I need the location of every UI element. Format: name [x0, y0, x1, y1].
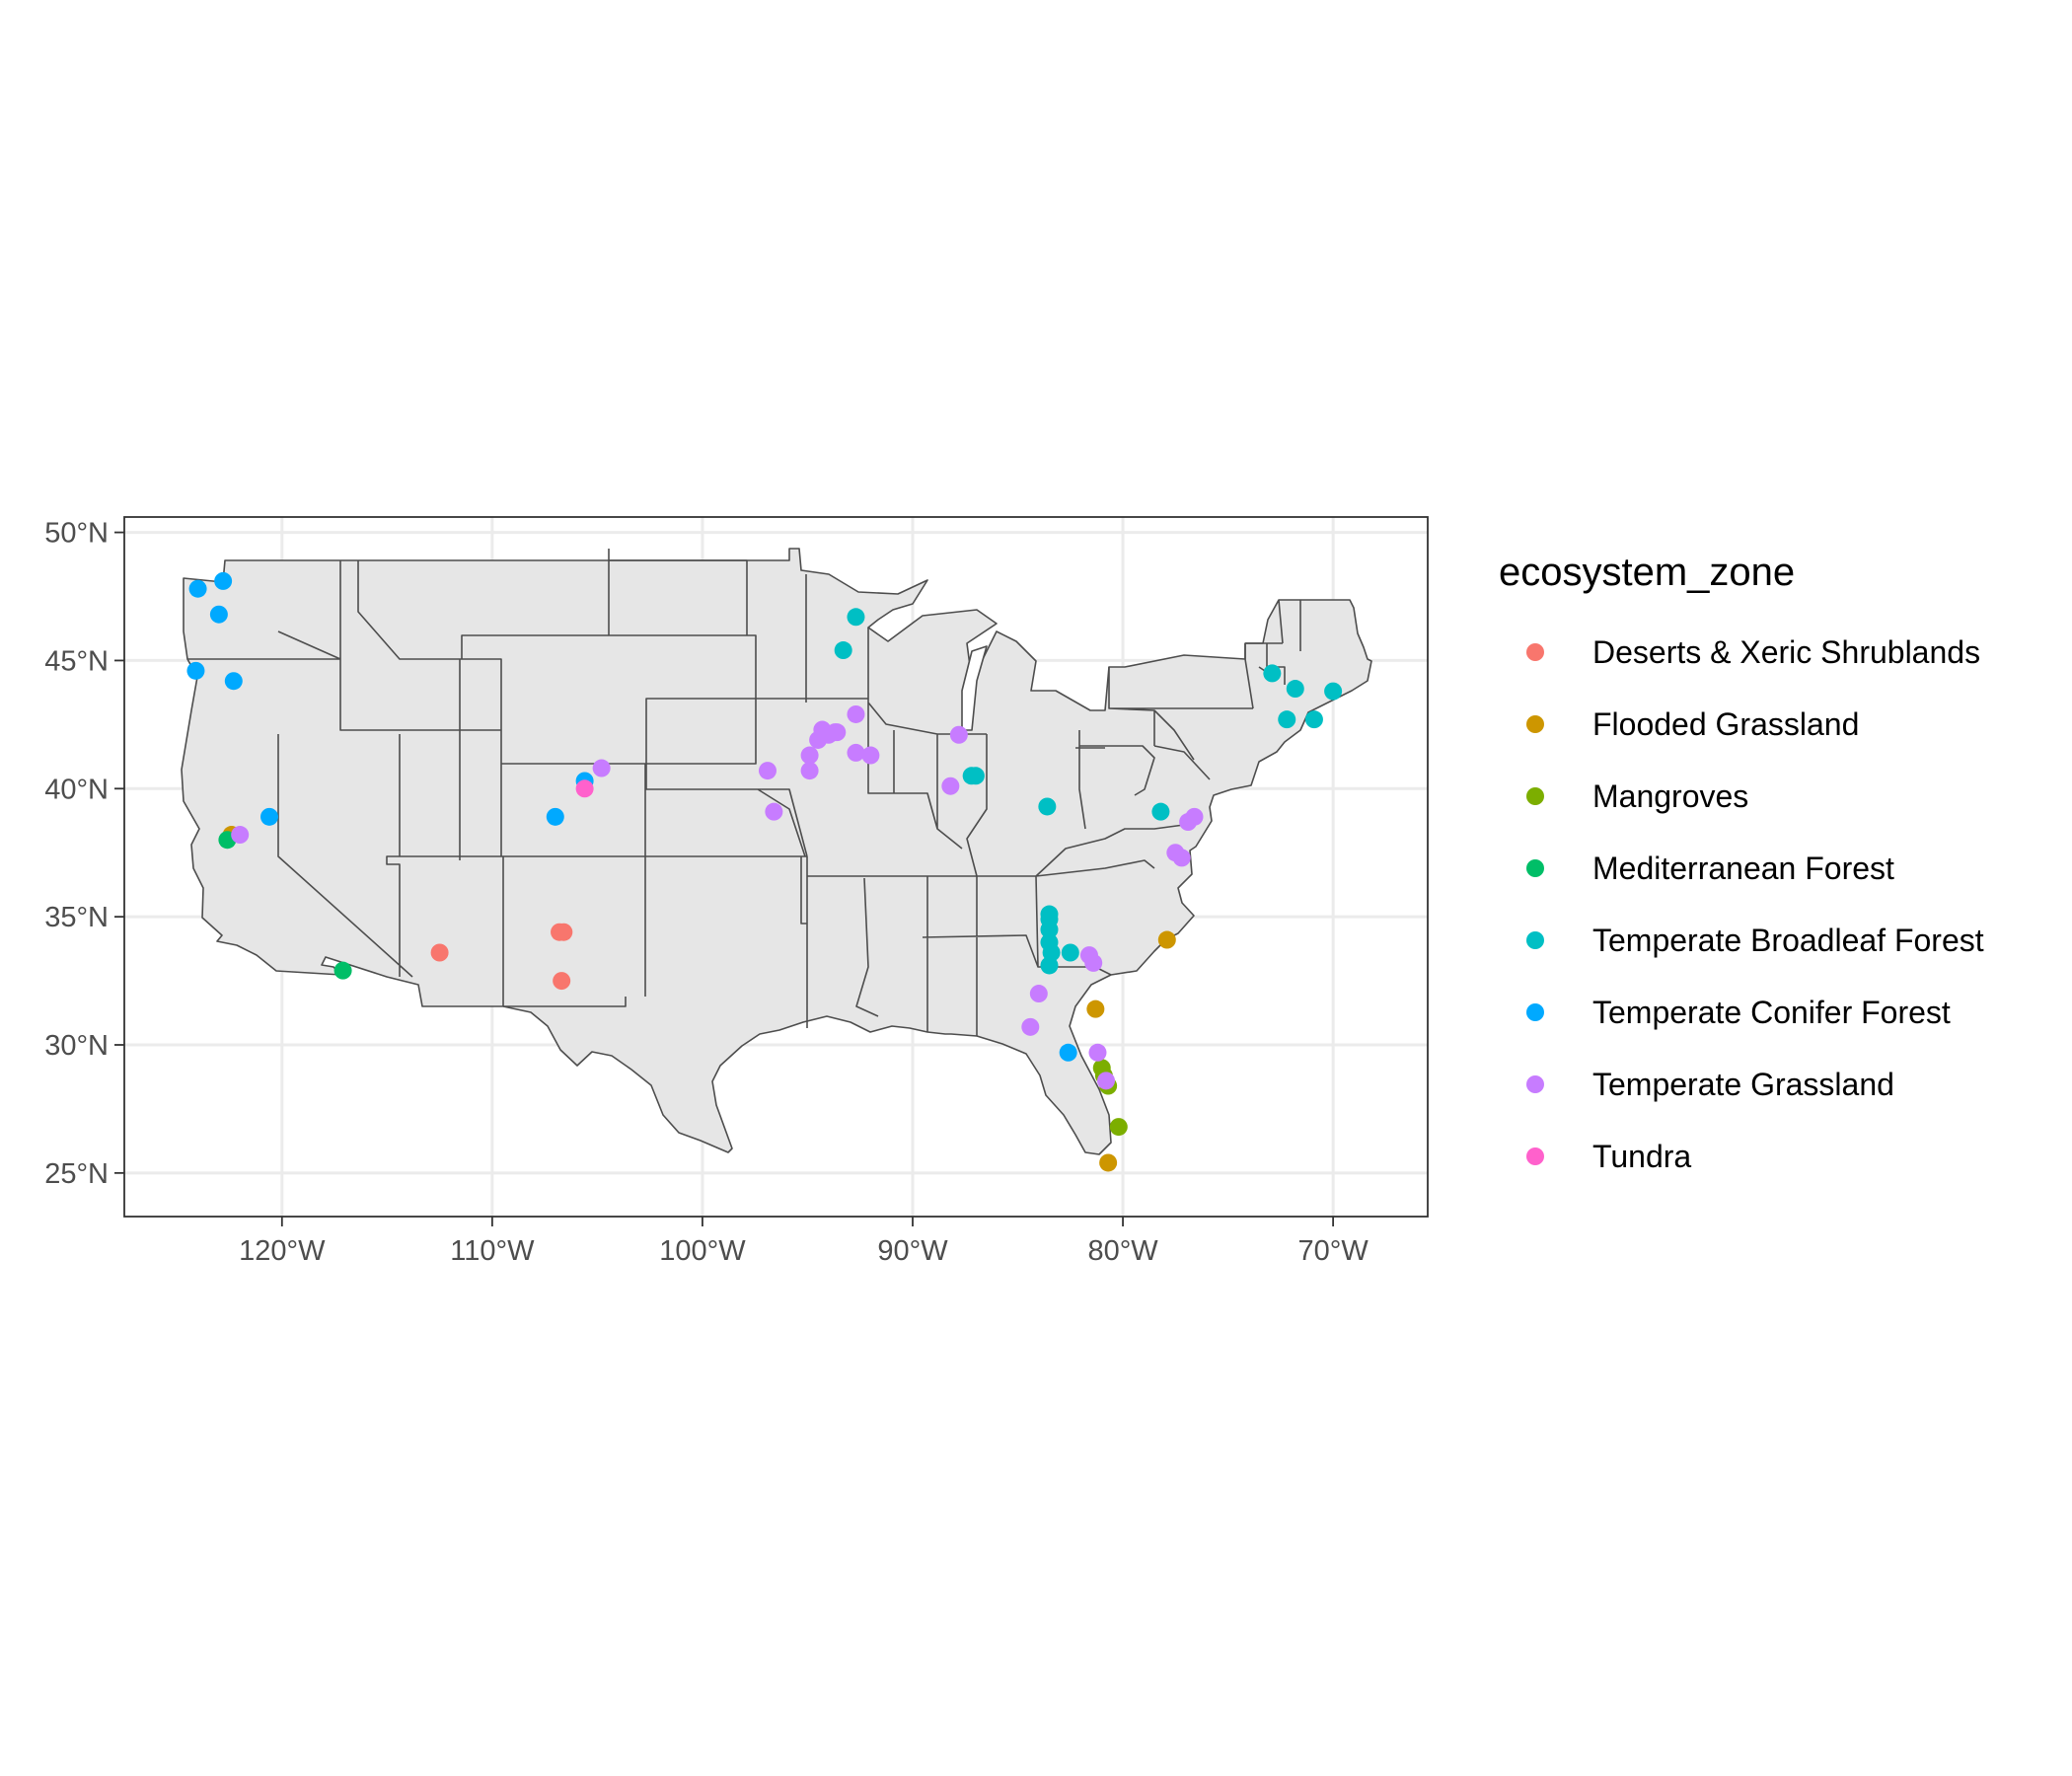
data-point	[941, 777, 960, 795]
y-tick-label: 45°N	[44, 645, 109, 677]
data-point	[260, 807, 279, 826]
data-point	[847, 743, 865, 762]
legend-key	[1526, 787, 1544, 805]
legend-key	[1526, 1147, 1544, 1165]
state-borders	[187, 549, 1301, 1036]
data-point	[214, 571, 233, 590]
data-point	[1185, 807, 1204, 826]
legend-key	[1526, 1075, 1544, 1093]
data-point	[1099, 1153, 1118, 1172]
legend-label: Mediterranean Forest	[1592, 851, 1894, 886]
data-point	[1278, 710, 1296, 729]
legend-label: Tundra	[1592, 1139, 1691, 1174]
data-point	[758, 762, 777, 780]
panel-border	[123, 516, 1429, 1218]
data-point	[188, 579, 207, 598]
x-tick-label: 90°W	[877, 1235, 948, 1267]
conus-outline	[181, 548, 1372, 1155]
data-point	[1172, 849, 1191, 867]
data-point	[575, 779, 594, 798]
data-point	[966, 767, 985, 785]
data-point	[546, 807, 564, 826]
data-point	[847, 704, 865, 723]
legend-key	[1526, 859, 1544, 877]
data-point	[1304, 710, 1323, 729]
data-point	[1097, 1072, 1116, 1090]
x-tick-label: 100°W	[659, 1235, 746, 1267]
legend-title: ecosystem_zone	[1499, 551, 1795, 594]
data-point	[1324, 682, 1343, 701]
data-point	[949, 725, 968, 744]
legend-key	[1526, 643, 1544, 661]
legend-key	[1526, 715, 1544, 733]
legend-key	[1526, 931, 1544, 949]
data-point	[1059, 1043, 1077, 1062]
axes: 120°W 110°W 100°W 90°W 80°W 70°W 25°N 30°N 35°N 4…	[44, 518, 1369, 1267]
data-point	[800, 762, 819, 780]
x-tick-label: 70°W	[1298, 1235, 1369, 1267]
y-tick-label: 25°N	[44, 1158, 109, 1190]
data-point	[1157, 930, 1176, 949]
y-tick-label: 50°N	[44, 518, 109, 550]
data-point	[224, 672, 243, 691]
legend-label: Temperate Broadleaf Forest	[1592, 923, 1984, 958]
data-point	[1038, 797, 1057, 816]
data-point	[834, 641, 852, 660]
data-point	[1021, 1017, 1040, 1036]
legend: ecosystem_zone Deserts & Xeric Shrublands…	[1499, 551, 1984, 1174]
data-point	[231, 826, 250, 845]
data-point	[1263, 664, 1282, 683]
legend-label: Temperate Grassland	[1592, 1067, 1894, 1102]
data-point	[209, 605, 228, 624]
data-point	[847, 608, 865, 627]
data-point	[1084, 953, 1103, 972]
y-tick-label: 35°N	[44, 902, 109, 933]
data-point	[333, 961, 352, 980]
data-point	[186, 661, 205, 680]
y-tick-label: 30°N	[44, 1030, 109, 1062]
data-point	[430, 943, 449, 962]
legend-label: Deserts & Xeric Shrublands	[1592, 634, 1980, 670]
data-point	[828, 723, 847, 742]
data-point	[555, 923, 573, 941]
legend-label: Flooded Grassland	[1592, 706, 1859, 742]
data-point	[1040, 956, 1059, 975]
data-point	[765, 802, 783, 821]
data-point	[1040, 921, 1059, 939]
x-tick-label: 120°W	[239, 1235, 326, 1267]
x-tick-label: 80°W	[1087, 1235, 1158, 1267]
data-point	[1151, 802, 1170, 821]
data-point	[1088, 1043, 1107, 1062]
y-tick-label: 40°N	[44, 774, 109, 805]
legend-key	[1526, 1003, 1544, 1021]
data-points	[186, 571, 1343, 1172]
x-tick-label: 110°W	[450, 1235, 535, 1267]
legend-label: Mangroves	[1592, 778, 1748, 814]
data-point	[592, 759, 611, 777]
data-point	[861, 746, 880, 765]
data-point	[1061, 943, 1079, 962]
us-states-map	[181, 548, 1372, 1155]
data-point	[1286, 680, 1304, 699]
legend-label: Temperate Conifer Forest	[1592, 995, 1951, 1030]
data-point	[1109, 1118, 1128, 1137]
data-point	[553, 972, 571, 991]
data-point	[1029, 985, 1048, 1003]
data-point	[1086, 999, 1105, 1018]
data-point	[800, 746, 819, 765]
